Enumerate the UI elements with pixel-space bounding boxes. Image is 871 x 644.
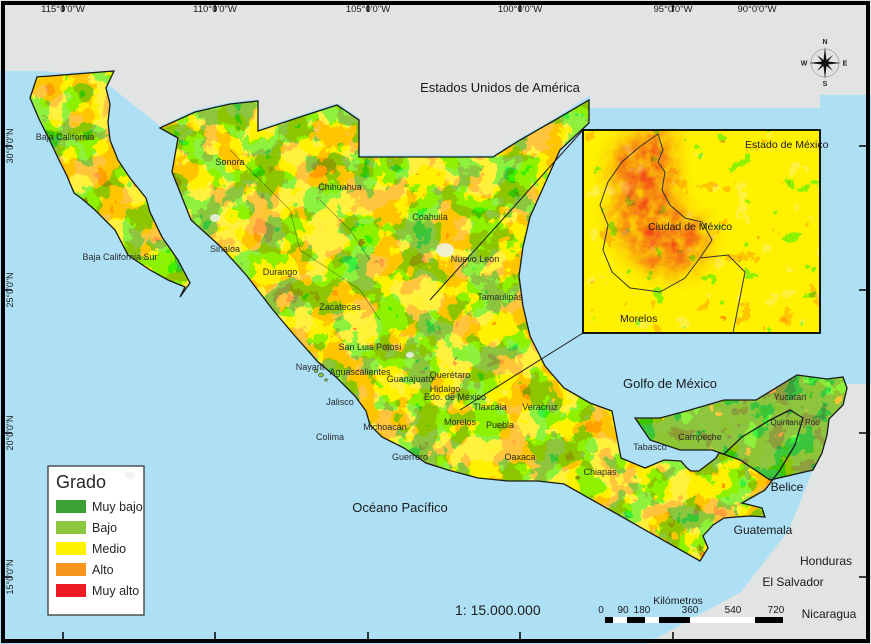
svg-text:Morelos: Morelos xyxy=(444,417,477,427)
svg-text:180: 180 xyxy=(634,605,651,616)
svg-text:Golfo de México: Golfo de México xyxy=(623,376,717,391)
svg-text:360: 360 xyxy=(682,605,699,616)
svg-text:Colima: Colima xyxy=(316,432,344,442)
svg-text:Ciudad de México: Ciudad de México xyxy=(648,221,732,233)
svg-text:Nayarit: Nayarit xyxy=(296,362,325,372)
svg-text:720: 720 xyxy=(768,605,785,616)
svg-text:Tabasco: Tabasco xyxy=(633,442,667,452)
svg-text:Nicaragua: Nicaragua xyxy=(802,607,857,621)
svg-text:Chiapas: Chiapas xyxy=(583,467,617,477)
svg-text:El Salvador: El Salvador xyxy=(762,575,823,589)
svg-text:Campeche: Campeche xyxy=(678,432,722,442)
svg-text:Morelos: Morelos xyxy=(620,313,657,325)
svg-text:Sinaloa: Sinaloa xyxy=(210,244,240,254)
svg-text:Nuevo León: Nuevo León xyxy=(451,254,500,264)
svg-text:Aguascalientes: Aguascalientes xyxy=(329,367,391,377)
svg-text:Sonora: Sonora xyxy=(215,157,244,167)
svg-text:15°0'0"N: 15°0'0"N xyxy=(5,559,15,594)
svg-text:115°0'0"W: 115°0'0"W xyxy=(41,4,85,15)
svg-text:Zacatecas: Zacatecas xyxy=(319,302,361,312)
svg-text:105°0'0"W: 105°0'0"W xyxy=(346,4,390,15)
svg-text:Belice: Belice xyxy=(771,480,804,494)
svg-text:S: S xyxy=(823,81,828,88)
svg-text:Baja California: Baja California xyxy=(36,132,95,142)
svg-text:Honduras: Honduras xyxy=(800,554,852,568)
svg-text:Muy bajo: Muy bajo xyxy=(92,500,143,514)
svg-text:Alto: Alto xyxy=(92,563,114,577)
svg-text:N: N xyxy=(822,39,827,46)
svg-text:Bajo: Bajo xyxy=(92,521,117,535)
svg-text:110°0'0"W: 110°0'0"W xyxy=(193,4,237,15)
svg-text:Tamaulipas: Tamaulipas xyxy=(477,292,523,302)
svg-text:1: 15.000.000: 1: 15.000.000 xyxy=(455,602,541,618)
svg-text:30°0'0"N: 30°0'0"N xyxy=(5,128,15,163)
svg-text:Veracruz: Veracruz xyxy=(522,402,558,412)
svg-text:Michoacán: Michoacán xyxy=(363,422,407,432)
svg-text:0: 0 xyxy=(598,605,604,616)
svg-text:Guerrero: Guerrero xyxy=(392,452,428,462)
svg-text:Estados Unidos de América: Estados Unidos de América xyxy=(420,80,580,95)
svg-text:Durango: Durango xyxy=(263,267,298,277)
svg-text:Grado: Grado xyxy=(56,472,106,492)
svg-text:Querétaro: Querétaro xyxy=(430,370,471,380)
svg-text:Yucatán: Yucatán xyxy=(774,392,807,402)
svg-text:Estado de México: Estado de México xyxy=(745,139,829,151)
svg-text:E: E xyxy=(843,61,848,68)
svg-text:100°0'0"W: 100°0'0"W xyxy=(498,4,542,15)
svg-text:San Luis Potosí: San Luis Potosí xyxy=(338,342,402,352)
svg-text:Muy alto: Muy alto xyxy=(92,584,139,598)
svg-text:Puebla: Puebla xyxy=(486,420,514,430)
svg-text:W: W xyxy=(801,61,808,68)
svg-text:95°0'0"W: 95°0'0"W xyxy=(653,4,692,15)
svg-text:Coahuila: Coahuila xyxy=(412,212,448,222)
svg-text:Tlaxcala: Tlaxcala xyxy=(473,402,507,412)
svg-text:Edo. de México: Edo. de México xyxy=(424,392,486,402)
svg-text:Guanajuato: Guanajuato xyxy=(387,374,434,384)
svg-text:Guatemala: Guatemala xyxy=(734,523,793,537)
svg-text:Oaxaca: Oaxaca xyxy=(504,452,535,462)
svg-text:25°0'0"N: 25°0'0"N xyxy=(5,272,15,307)
svg-text:20°0'0"N: 20°0'0"N xyxy=(5,415,15,450)
svg-text:90°0'0"W: 90°0'0"W xyxy=(737,4,776,15)
svg-text:90: 90 xyxy=(617,605,629,616)
svg-text:Medio: Medio xyxy=(92,542,126,556)
svg-text:Chihuahua: Chihuahua xyxy=(318,182,362,192)
svg-text:Baja California Sur: Baja California Sur xyxy=(82,252,157,262)
svg-text:Quintana Roo: Quintana Roo xyxy=(770,418,820,427)
svg-text:Jalisco: Jalisco xyxy=(326,397,354,407)
svg-text:Océano Pacífico: Océano Pacífico xyxy=(352,500,447,515)
svg-text:540: 540 xyxy=(725,605,742,616)
